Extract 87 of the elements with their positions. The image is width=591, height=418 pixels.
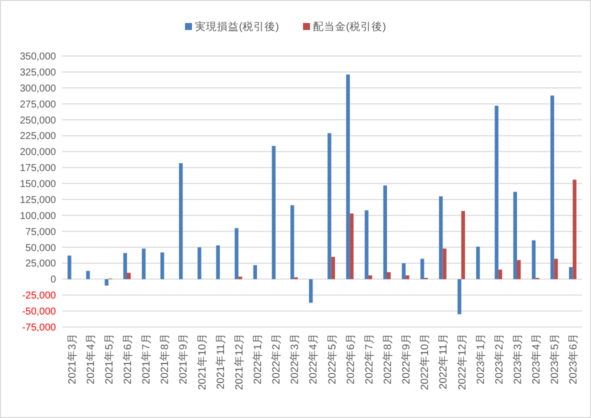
bar [290,205,294,280]
bar [569,267,573,280]
x-tick-label: 2023年1月 [474,333,487,384]
bar [350,214,354,280]
bar [216,245,220,280]
x-tick-label: 2022年1月 [252,333,264,384]
y-tick-label: 150,000 [20,179,56,190]
x-tick-label: 2022年12月 [456,333,468,390]
y-tick-label: 250,000 [20,115,56,126]
y-tick-label: 125,000 [20,194,56,206]
x-tick-label: 2022年5月 [326,333,338,384]
bar [104,279,108,286]
x-tick-label: 2021年10月 [196,333,208,390]
y-tick-label: 75,000 [25,226,56,238]
y-tick-label: 225,000 [20,131,56,142]
y-tick-label: 25,000 [25,258,56,270]
x-tick-label: 2022年11月 [438,333,450,390]
bar [517,260,521,280]
bar [458,279,462,314]
legend-label: 配当金(税引後) [313,20,386,33]
bar [439,196,443,280]
bar [331,256,335,280]
bar [513,192,517,280]
bar [498,270,502,280]
y-tick-label: 100,000 [20,210,56,222]
x-tick-label: 2021年5月 [103,333,116,384]
bar [387,272,391,280]
bar [420,258,424,280]
bar [550,96,554,280]
y-tick-label: -25,000 [22,290,56,302]
x-tick-label: 2023年2月 [493,333,506,384]
bar [406,275,410,280]
bar [554,258,558,280]
bar [402,263,406,280]
x-tick-label: 2022年2月 [270,333,283,384]
x-tick-label: 2022年8月 [382,333,394,384]
x-tick-label: 2022年10月 [419,333,432,390]
x-tick-label: 2023年4月 [530,333,543,384]
bar [179,163,183,280]
y-tick-label: 175,000 [20,163,56,174]
bar [383,185,387,280]
x-tick-label: 2022年4月 [308,333,320,384]
bar [160,252,164,280]
x-tick-label: 2021年3月 [66,333,78,384]
x-tick-label: 2021年9月 [178,333,190,384]
y-tick-label: -75,000 [22,322,56,334]
bar [328,133,332,280]
x-tick-label: 2021年6月 [122,333,134,384]
y-tick-label: 200,000 [20,147,56,158]
bar [461,210,465,280]
y-tick-label: 275,000 [20,99,56,110]
x-tick-label: 2023年5月 [549,333,562,384]
y-tick-label: -50,000 [22,306,56,318]
bar [532,240,536,280]
bar [572,180,576,280]
x-tick-label: 2023年6月 [568,333,580,384]
x-tick-label: 2022年3月 [289,333,302,384]
bar [272,146,276,280]
bar [238,276,242,280]
bar [123,253,127,280]
y-tick-label: 50,000 [25,242,56,254]
x-tick-label: 2021年7月 [140,333,153,384]
legend-label: 実現損益(税引後) [195,20,279,33]
x-tick-label: 2021年4月 [84,333,97,384]
bar [364,210,368,280]
x-tick-label: 2022年9月 [400,333,413,384]
x-tick-label: 2022年7月 [363,333,376,384]
y-tick-label: 300,000 [20,83,56,94]
bar [309,279,313,303]
bar [68,256,72,280]
x-tick-label: 2023年3月 [512,333,524,384]
bar [142,248,146,280]
bar [198,247,202,280]
bar [476,246,480,280]
bar [442,248,446,280]
y-tick-label: 325,000 [20,67,56,78]
x-tick-label: 2021年8月 [159,333,172,384]
x-tick-label: 2021年11月 [214,333,227,390]
x-tick-label: 2021年12月 [233,333,246,390]
bar [346,74,350,280]
bar [253,265,257,280]
y-tick-label: 350,000 [20,52,56,62]
bar [86,270,90,280]
x-tick-label: 2022年6月 [344,333,357,384]
bar [494,106,498,280]
bar [234,228,238,280]
y-tick-label: 0 [50,274,56,286]
